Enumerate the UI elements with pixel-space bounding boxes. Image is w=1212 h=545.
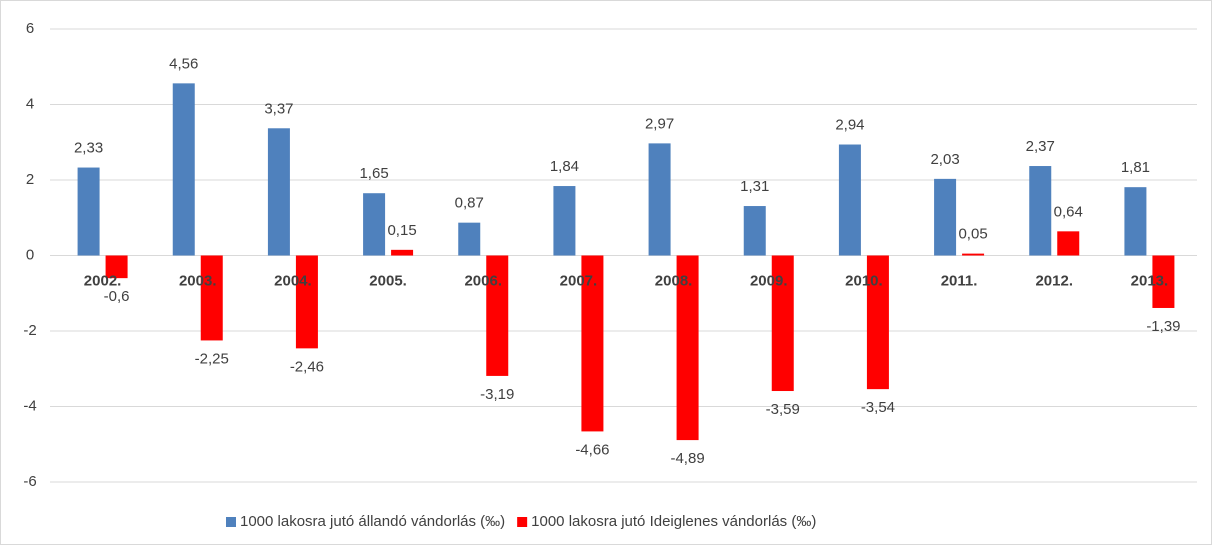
- bar: [553, 186, 576, 256]
- data-label: 0,15: [387, 222, 416, 239]
- bar: [172, 83, 195, 256]
- bar: [581, 255, 604, 432]
- x-tick-label: 2003.: [179, 272, 217, 289]
- data-label: -3,54: [861, 399, 895, 416]
- y-tick-label: 0: [26, 246, 34, 263]
- x-tick-label: 2012.: [1035, 272, 1073, 289]
- x-tick-label: 2010.: [845, 272, 883, 289]
- legend-label: 1000 lakosra jutó állandó vándorlás (‰): [240, 513, 505, 530]
- x-tick-label: 2009.: [750, 272, 788, 289]
- bar: [1152, 255, 1175, 308]
- data-label: 4,56: [169, 55, 198, 72]
- data-label: 1,81: [1121, 159, 1150, 176]
- data-label: 2,33: [74, 140, 103, 157]
- data-label: 0,87: [455, 195, 484, 212]
- data-label: -1,39: [1146, 318, 1180, 335]
- bar: [962, 253, 985, 256]
- y-tick-label: 6: [26, 20, 34, 37]
- data-label: 0,05: [958, 226, 987, 243]
- data-label: -4,66: [575, 441, 609, 458]
- data-label: 2,37: [1026, 138, 1055, 155]
- bar: [391, 249, 414, 256]
- data-label: 0,64: [1054, 203, 1083, 220]
- bar: [1029, 166, 1052, 256]
- y-tick-label: -6: [23, 473, 36, 490]
- x-tick-label: 2004.: [274, 272, 312, 289]
- data-label: 2,03: [930, 151, 959, 168]
- data-label: -3,19: [480, 386, 514, 403]
- bar: [200, 255, 223, 341]
- data-label: -3,59: [766, 401, 800, 418]
- bar: [1124, 187, 1147, 256]
- x-tick-label: 2013.: [1131, 272, 1169, 289]
- bar: [1057, 231, 1080, 256]
- bar: [743, 206, 766, 256]
- bar: [838, 144, 861, 256]
- x-tick-label: 2005.: [369, 272, 407, 289]
- data-label: 1,31: [740, 178, 769, 195]
- bar: [267, 128, 290, 256]
- data-label: -2,25: [195, 350, 229, 367]
- data-label: -4,89: [670, 450, 704, 467]
- bar: [934, 178, 957, 256]
- bar: [458, 222, 481, 256]
- bar: [676, 255, 699, 441]
- y-tick-label: 2: [26, 171, 34, 188]
- data-label: 2,94: [835, 116, 864, 133]
- data-label: -2,46: [290, 358, 324, 375]
- legend-label: 1000 lakosra jutó Ideiglenes vándorlás (…: [531, 513, 816, 530]
- bar: [648, 143, 671, 256]
- x-tick-label: 2008.: [655, 272, 693, 289]
- x-tick-label: 2002.: [84, 272, 122, 289]
- data-label: 2,97: [645, 115, 674, 132]
- x-tick-label: 2011.: [941, 272, 978, 289]
- bar: [295, 255, 318, 349]
- bar: [77, 167, 100, 256]
- data-label: 3,37: [264, 100, 293, 117]
- y-tick-label: -2: [23, 322, 36, 339]
- legend-swatch: [517, 517, 528, 527]
- y-tick-label: -4: [23, 397, 36, 414]
- x-tick-label: 2007.: [560, 272, 598, 289]
- bar: [486, 255, 509, 376]
- y-tick-label: 4: [26, 95, 34, 112]
- data-label: -0,6: [104, 288, 130, 305]
- bar: [363, 193, 386, 256]
- data-label: 1,84: [550, 158, 579, 175]
- legend-swatch: [226, 517, 236, 527]
- bar: [866, 255, 889, 390]
- x-tick-label: 2006.: [464, 272, 502, 289]
- bar: [105, 255, 128, 279]
- data-label: 1,65: [359, 165, 388, 182]
- bar: [771, 255, 794, 392]
